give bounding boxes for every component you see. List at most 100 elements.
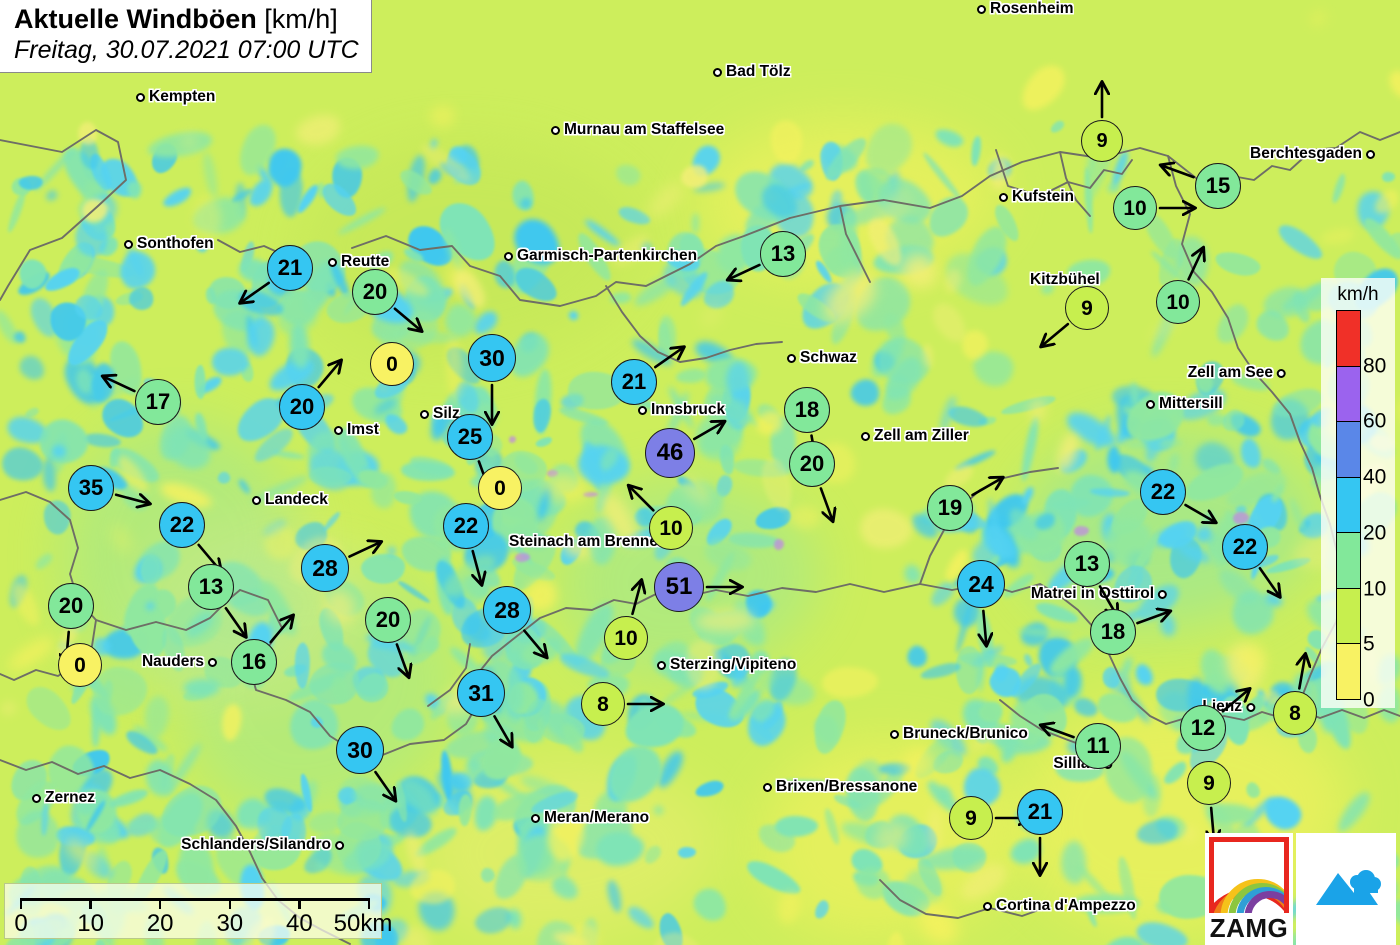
zamg-logo: ZAMG [1205, 833, 1293, 945]
scale-tick-label: 0 [14, 910, 28, 937]
city-label: Garmisch-Partenkirchen [517, 247, 698, 264]
city-dot-icon [504, 251, 513, 261]
city-label: Matrei in Osttirol [1030, 585, 1154, 602]
city-dot-icon [1246, 702, 1255, 712]
station-value: 9 [1081, 120, 1123, 162]
city-label: Sonthofen [137, 235, 214, 252]
city-marker: Garmisch-Partenkirchen [504, 247, 697, 265]
city-dot-icon [32, 793, 41, 803]
station-value: 9 [1065, 286, 1109, 330]
city-label: Meran/Merano [544, 809, 650, 826]
city-marker: Bruneck/Brunico [890, 725, 1028, 743]
legend-tick-label: 5 [1363, 632, 1375, 656]
legend-band [1337, 644, 1360, 700]
city-label: Schlanders/Silandro [181, 836, 331, 853]
city-dot-icon [657, 660, 666, 670]
station-value: 10 [649, 506, 693, 550]
station-value: 13 [188, 564, 234, 610]
station-value: 46 [645, 428, 695, 478]
city-marker: Rosenheim [977, 0, 1074, 18]
city-label: Kempten [149, 88, 216, 105]
city-label: Rosenheim [990, 0, 1074, 17]
scale-bar: 0 10 20 30 40 50km [4, 883, 392, 939]
station-value: 13 [1064, 541, 1110, 587]
scale-labels: 0 10 20 30 40 50km [14, 910, 392, 938]
rainbow-icon [1214, 879, 1284, 913]
city-label: Landeck [265, 491, 328, 508]
city-label: Imst [347, 421, 379, 438]
city-label: Reutte [341, 253, 390, 270]
legend-tick-label: 80 [1363, 354, 1387, 378]
legend-body: 80 60 40 20 10 5 0 [1321, 310, 1395, 711]
station-value: 22 [443, 503, 489, 549]
city-dot-icon [208, 657, 217, 667]
city-label: Bruneck/Brunico [903, 725, 1028, 742]
legend-tick-label: 10 [1363, 577, 1387, 601]
city-label: Zernez [45, 789, 95, 806]
station-value: 10 [604, 616, 648, 660]
city-marker: Landeck [252, 491, 328, 509]
city-marker: Sterzing/Vipiteno [657, 656, 796, 674]
place-label: Steinach am Brenner [509, 533, 665, 550]
legend-band [1337, 366, 1360, 423]
city-marker: Berchtesgaden [1250, 145, 1375, 163]
legend-band [1337, 533, 1360, 589]
legend-tick-label: 40 [1363, 465, 1387, 489]
city-marker: Nauders [142, 653, 217, 671]
city-marker: Schwaz [787, 349, 857, 367]
city-dot-icon [531, 813, 540, 823]
city-marker: Kufstein [999, 188, 1074, 206]
scale-tick [367, 898, 371, 909]
station-value: 12 [1180, 705, 1226, 751]
legend-tick-label: 0 [1363, 688, 1375, 712]
city-dot-icon [334, 425, 343, 435]
scale-tick-label: 20 [146, 910, 174, 937]
secondary-logo [1296, 833, 1396, 945]
legend-band [1337, 477, 1360, 534]
city-label: Mittersill [1159, 395, 1223, 412]
title-unit: [km/h] [264, 4, 338, 34]
city-dot-icon [1366, 149, 1375, 159]
city-dot-icon [763, 782, 772, 792]
station-value: 0 [478, 466, 522, 510]
station-value: 20 [48, 583, 94, 629]
station-value: 22 [1222, 524, 1268, 570]
scale-tick [89, 898, 92, 909]
station-value: 22 [159, 502, 205, 548]
station-value: 0 [370, 342, 414, 386]
scale-tick-label: 50km [333, 910, 393, 937]
city-dot-icon [124, 239, 133, 249]
legend-band [1337, 422, 1360, 478]
city-dot-icon [252, 495, 261, 505]
station-value: 11 [1075, 723, 1121, 769]
station-value: 20 [352, 269, 398, 315]
city-marker: Innsbruck [638, 401, 725, 419]
station-value: 30 [468, 334, 516, 382]
station-value: 20 [365, 597, 411, 643]
city-marker: Meran/Merano [531, 809, 649, 827]
color-legend: km/h 80 60 40 20 10 5 0 [1321, 278, 1395, 711]
city-label: Zell am Ziller [874, 427, 969, 444]
city-dot-icon [999, 192, 1008, 202]
city-marker: Imst [334, 421, 379, 439]
station-value: 15 [1195, 163, 1241, 209]
city-dot-icon [335, 840, 344, 850]
city-marker: Reutte [328, 253, 389, 271]
station-value: 9 [1187, 761, 1231, 805]
station-value: 28 [301, 544, 349, 592]
city-marker: Brixen/Bressanone [763, 778, 917, 796]
city-label: Innsbruck [651, 401, 726, 418]
city-marker: Bad Tölz [713, 63, 791, 81]
station-value: 10 [1156, 280, 1200, 324]
mountain-cloud-icon [1316, 870, 1381, 905]
city-label: Kufstein [1012, 188, 1074, 205]
station-value: 21 [611, 359, 657, 405]
city-dot-icon [1158, 589, 1167, 599]
scale-axis-line [21, 898, 369, 901]
map-title-box: Aktuelle Windböen [km/h] Freitag, 30.07.… [0, 0, 372, 73]
legend-band [1337, 311, 1360, 367]
station-value: 17 [135, 379, 181, 425]
station-value: 35 [68, 465, 114, 511]
station-value: 31 [457, 669, 505, 717]
